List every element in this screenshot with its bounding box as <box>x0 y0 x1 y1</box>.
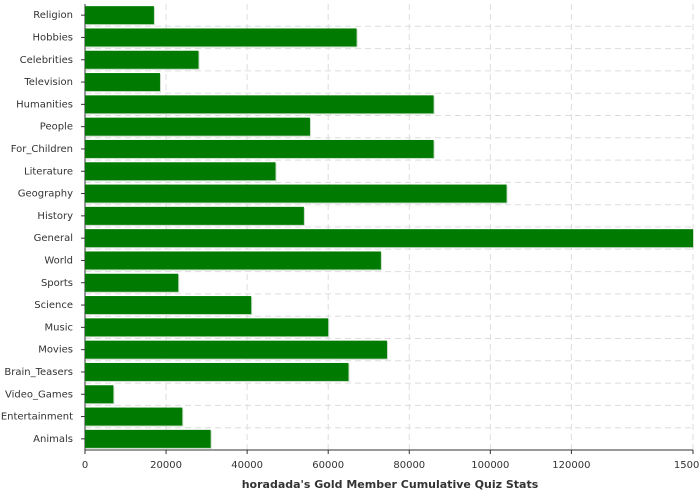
bar <box>85 28 357 47</box>
bar <box>85 429 211 448</box>
x-tick-label: 80000 <box>393 460 425 471</box>
y-tick-label: Music <box>45 322 73 333</box>
y-tick-label: Literature <box>24 166 73 177</box>
bar <box>85 206 304 225</box>
bar <box>85 296 252 315</box>
bar <box>85 139 434 158</box>
y-tick-label: General <box>34 233 73 244</box>
y-tick-label: Brain_Teasers <box>4 367 73 378</box>
x-tick-label: 120000 <box>552 460 590 471</box>
bar <box>85 407 183 426</box>
bar <box>85 73 160 92</box>
x-tick-label: 20000 <box>150 460 182 471</box>
bar <box>85 273 179 292</box>
x-tick-label: 100000 <box>471 460 509 471</box>
y-tick-label: History <box>37 211 73 222</box>
bar <box>85 6 154 25</box>
y-tick-label: Religion <box>33 10 73 21</box>
y-tick-label: Geography <box>18 189 73 200</box>
bar <box>85 117 310 136</box>
y-tick-label: Entertainment <box>1 412 73 423</box>
y-tick-label: For_Children <box>11 144 73 155</box>
y-tick-label: Sports <box>41 278 73 289</box>
bar <box>85 318 329 337</box>
x-tick-label: 40000 <box>231 460 263 471</box>
y-tick-label: Hobbies <box>33 32 73 43</box>
y-tick-label: World <box>44 255 73 266</box>
x-tick-label: 150000 <box>674 460 700 471</box>
y-tick-label: Celebrities <box>20 55 73 66</box>
y-tick-label: Science <box>34 300 73 311</box>
bar <box>85 50 199 69</box>
bar <box>85 362 349 381</box>
bar <box>85 385 114 404</box>
bar <box>85 229 693 248</box>
bar <box>85 340 387 359</box>
bar <box>85 162 276 181</box>
y-tick-label: Television <box>23 77 73 88</box>
x-tick-label: 60000 <box>312 460 344 471</box>
y-tick-label: Animals <box>33 434 73 445</box>
y-tick-label: People <box>40 122 73 133</box>
x-tick-label: 0 <box>82 460 88 471</box>
y-tick-label: Humanities <box>16 99 73 110</box>
bar <box>85 95 434 114</box>
x-axis-title: horadada's Gold Member Cumulative Quiz S… <box>242 478 539 491</box>
bar <box>85 184 507 203</box>
y-tick-label: Movies <box>38 345 73 356</box>
bar <box>85 251 381 270</box>
y-tick-label: Video_Games <box>5 389 73 400</box>
